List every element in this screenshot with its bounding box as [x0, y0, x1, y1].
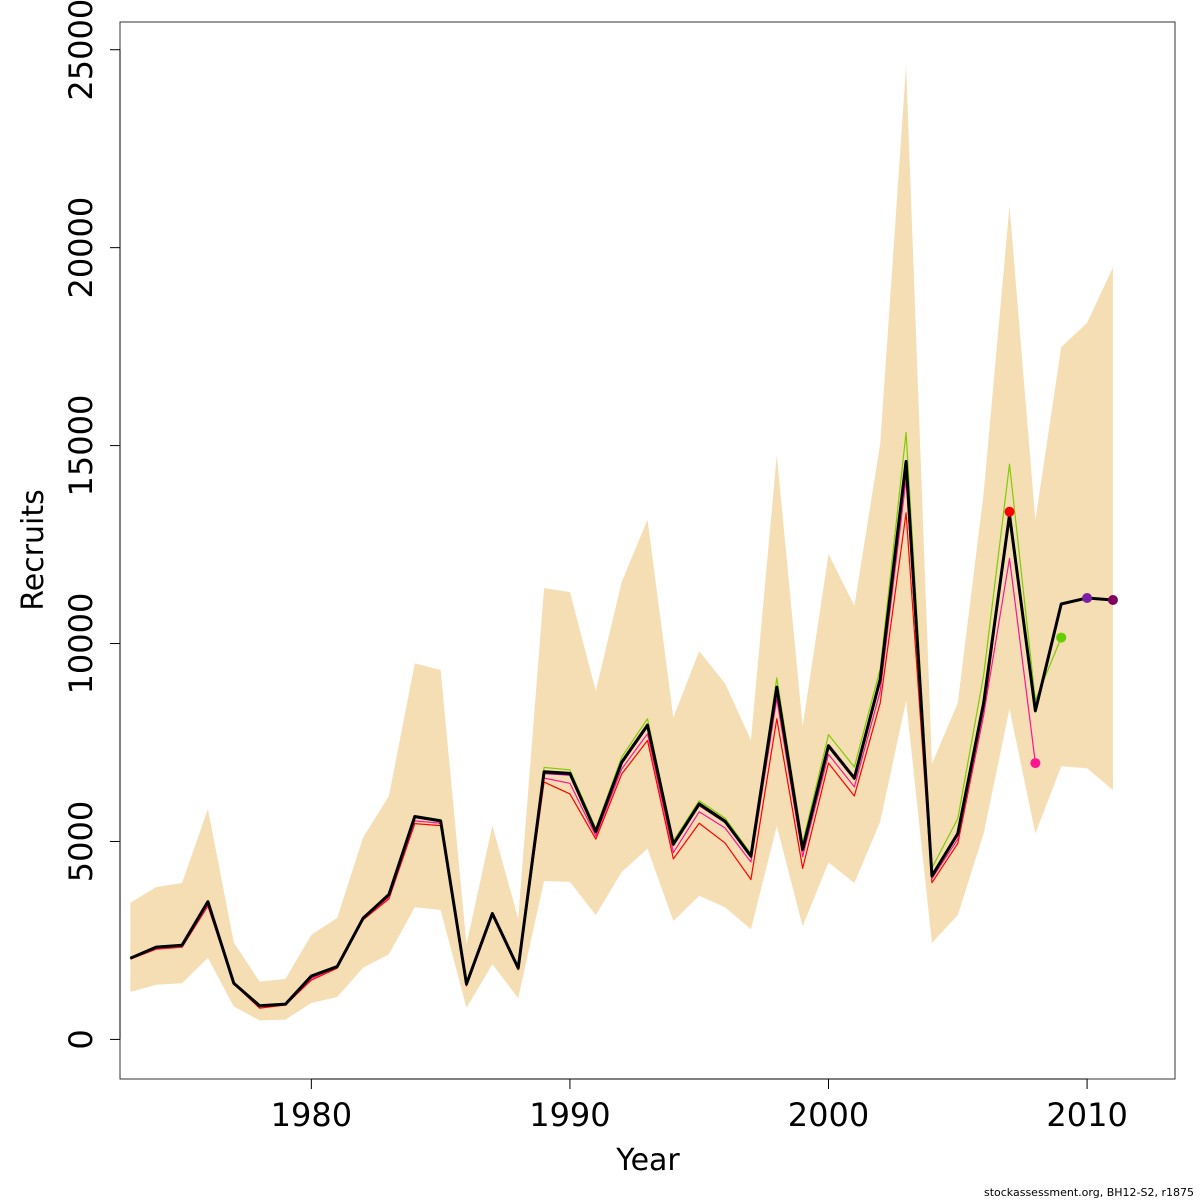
x-tick-label: 2010 — [1046, 1096, 1127, 1134]
endpoint-marker-2008 — [1030, 758, 1041, 769]
x-tick-label: 1990 — [529, 1096, 610, 1134]
endpoint-marker-2007 — [1004, 506, 1015, 517]
y-tick-label: 10000 — [62, 593, 100, 695]
y-tick-label: 15000 — [62, 395, 100, 497]
series-line-1 — [129, 459, 1114, 1008]
y-axis-title: Recruits — [16, 489, 51, 611]
x-tick-label: 2000 — [788, 1096, 869, 1134]
y-tick-label: 25000 — [62, 0, 100, 101]
series-layer — [129, 431, 1114, 1009]
confidence-band-layer — [130, 65, 1113, 1021]
footer-note: stockassessment.org, BH12-S2, r1875 — [984, 1186, 1194, 1199]
y-tick-label: 5000 — [62, 801, 100, 882]
endpoint-markers-layer — [1004, 506, 1118, 769]
y-tick-label: 20000 — [62, 197, 100, 299]
confidence-band — [130, 65, 1113, 1021]
endpoint-marker-2010 — [1082, 593, 1093, 604]
x-axis: 1980 1990 2000 2010 — [271, 1078, 1128, 1134]
endpoint-marker-2011 — [1107, 594, 1118, 605]
y-axis: 0 5000 10000 15000 20000 25000 — [62, 0, 121, 1050]
x-axis-title: Year — [615, 1143, 680, 1178]
x-tick-label: 1980 — [271, 1096, 352, 1134]
y-tick-label: 0 — [62, 1029, 100, 1049]
endpoint-marker-2009 — [1056, 632, 1067, 643]
